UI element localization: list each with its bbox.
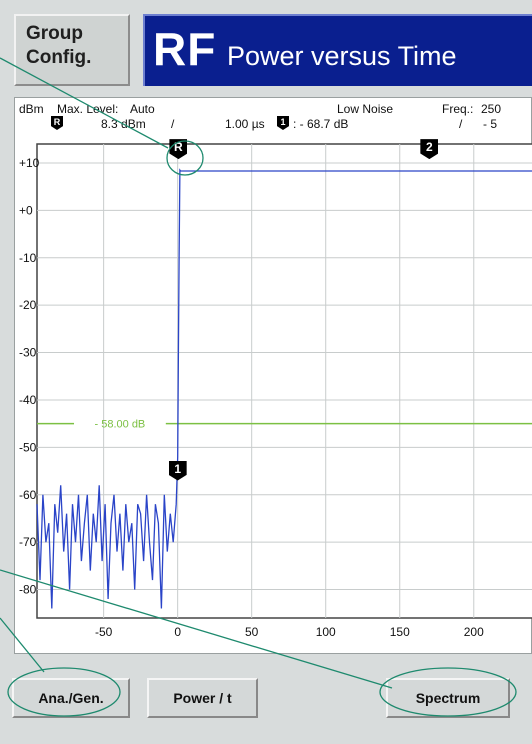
group-config-button[interactable]: Group Config. <box>14 14 130 86</box>
title-subtitle: Power versus Time <box>227 41 457 71</box>
marker-2-icon: 2 <box>420 139 439 160</box>
y-tick-label: -40 <box>19 393 37 407</box>
delta-value-2: - 5 <box>483 117 498 131</box>
y-tick-label: -80 <box>19 583 37 597</box>
y-tick-label: -50 <box>19 440 37 454</box>
delta-value: : - 68.7 dB <box>293 117 349 131</box>
y-tick-label: -20 <box>19 298 37 312</box>
plot-frame <box>36 143 532 619</box>
softkey-bar: Ana./Gen. Power / t Spectrum <box>0 660 532 744</box>
x-tick-label: 0 <box>174 625 181 639</box>
y-tick-label: -70 <box>19 535 37 549</box>
mode-label: Low Noise <box>337 102 394 116</box>
freq-label: Freq.: <box>442 102 474 116</box>
y-tick-label: -60 <box>19 488 37 502</box>
y-tick-label: +0 <box>19 203 33 217</box>
y-tick-label: +10 <box>19 156 40 170</box>
y-tick-label: -30 <box>19 346 37 360</box>
x-tick-label: 200 <box>464 625 484 639</box>
separator-2: / <box>459 117 463 131</box>
power-vs-time-plot: +10 +0 -10 -20 -30 -40 -50 -60 -70 -80 -50 0 50 100 15… <box>19 143 532 639</box>
freq-value: 250 <box>481 102 502 116</box>
title-bar: RF Power versus Time <box>143 14 532 86</box>
x-tick-label: -50 <box>95 625 113 639</box>
power-t-softkey[interactable]: Power / t <box>147 678 258 718</box>
title-rf: RF <box>153 23 217 75</box>
x-tick-label: 50 <box>245 625 259 639</box>
x-tick-label: 150 <box>390 625 410 639</box>
measurement-panel: dBm Max. Level: Auto Low Noise Freq.: 25… <box>14 97 532 654</box>
group-config-label-line2: Config. <box>26 47 92 68</box>
group-config-label-line1: Group <box>26 23 83 44</box>
x-tick-label: 100 <box>316 625 336 639</box>
power-trace <box>36 168 532 609</box>
limit-line-label: - 58.00 dB <box>95 419 146 431</box>
ana-gen-softkey[interactable]: Ana./Gen. <box>12 678 130 718</box>
spectrum-softkey[interactable]: Spectrum <box>386 678 510 718</box>
time-value: 1.00 µs <box>225 117 265 131</box>
y-tick-label: -10 <box>19 251 37 265</box>
marker-1-icon: 1 <box>168 460 187 481</box>
delta-marker-icon: 1 <box>277 116 289 130</box>
separator-1: / <box>171 117 175 131</box>
